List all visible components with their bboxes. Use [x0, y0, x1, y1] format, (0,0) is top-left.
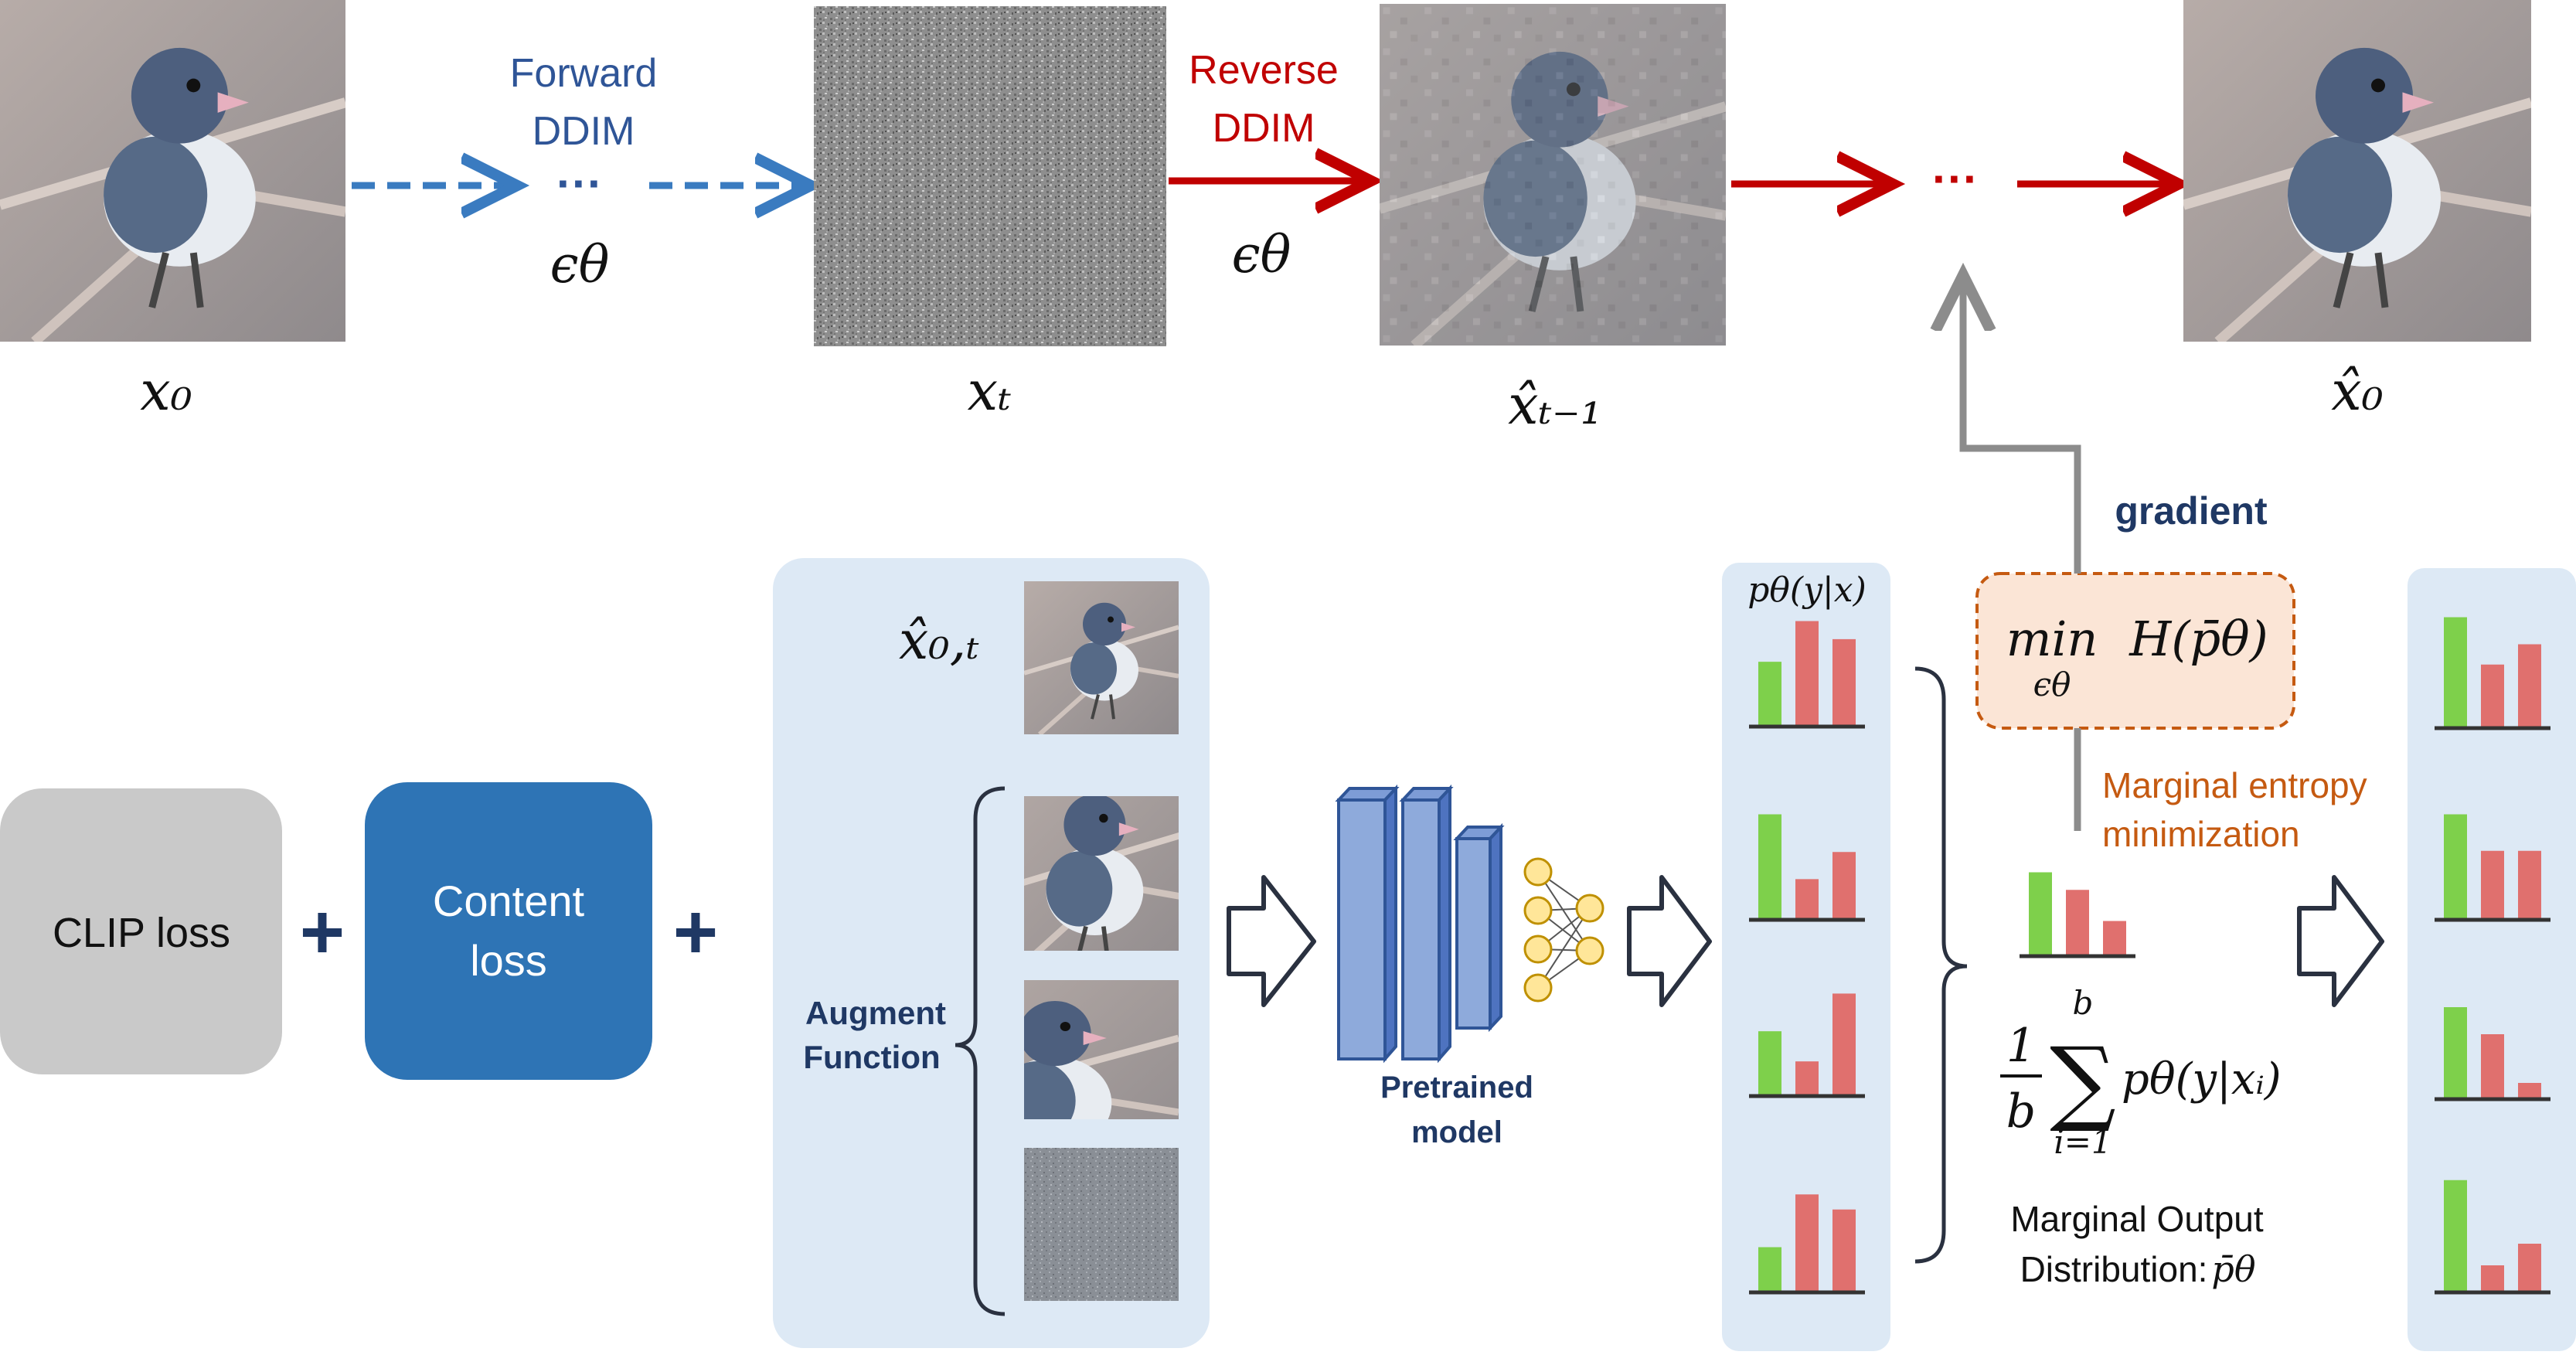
adapted-4-bar-1	[2444, 1180, 2467, 1292]
pretrained-model-icon	[1335, 784, 1604, 1064]
adapted-3-bar-3	[2518, 1083, 2541, 1099]
clip-loss-box	[0, 788, 282, 1074]
adapted-2-bar-3	[2518, 850, 2541, 920]
output-4-bar-3	[1832, 1209, 1856, 1292]
content-loss-line2: loss	[470, 936, 547, 985]
adapted-panel	[2408, 568, 2576, 1351]
block-arrow-1	[1227, 875, 1316, 1007]
augment-image-original	[1024, 581, 1179, 734]
formula-sum-top: b	[2073, 984, 2094, 1022]
adapted-2-bar-2	[2481, 850, 2504, 920]
adapted-4-bar-3	[2518, 1244, 2541, 1292]
output-3-bar-3	[1832, 993, 1856, 1096]
marginal-bar-1	[2029, 872, 2052, 956]
forward-dots: ···	[556, 158, 603, 209]
output-1-bar-3	[1832, 638, 1856, 727]
model-label-line2: model	[1411, 1115, 1502, 1149]
entropy-label-line2: minimization	[2102, 814, 2300, 854]
adapted-1-bar-2	[2481, 664, 2504, 728]
plus-1: +	[300, 889, 345, 975]
content-loss-box	[365, 782, 652, 1080]
output-2-bar-1	[1758, 814, 1781, 920]
image-xt-minus-1	[1380, 4, 1726, 346]
image-xt-noise	[814, 6, 1166, 346]
adapted-3-bar-1	[2444, 1007, 2467, 1099]
objective-box	[1975, 572, 2295, 730]
block-arrow-3	[2297, 875, 2384, 1007]
formula-num: 1	[2006, 1019, 2036, 1073]
formula-sum-bottom: i=1	[2054, 1123, 2112, 1161]
label-x0t: x̂₀,ₜ	[899, 611, 979, 672]
reverse-dots: ···	[1932, 153, 1979, 205]
forward-label-line1: Forward	[510, 51, 658, 96]
adapted-1-bar-3	[2518, 644, 2541, 728]
objective-min-sub: ϵθ	[2033, 666, 2071, 703]
marginal-output-line1: Marginal Output	[2010, 1199, 2263, 1239]
label-xt: xₜ	[968, 359, 1012, 423]
objective-expr: H(p̄θ)	[2129, 611, 2268, 667]
forward-label-line2: DDIM	[533, 109, 635, 154]
outputs-panel	[1722, 563, 1890, 1351]
formula-body: pθ(y|xᵢ)	[2122, 1054, 2282, 1105]
objective-min: min	[2006, 611, 2098, 667]
reverse-eps: ϵθ	[1232, 225, 1291, 284]
output-bar-charts	[1749, 621, 1865, 1295]
model-label-line1: Pretrained	[1380, 1071, 1533, 1105]
adapted-1-bar-1	[2444, 617, 2467, 728]
augment-label-line2: Function	[803, 1039, 940, 1075]
output-4-bar-1	[1758, 1247, 1781, 1292]
outputs-brace	[1914, 666, 1968, 1264]
content-loss-line1: Content	[433, 877, 585, 925]
formula-den: b	[2006, 1084, 2036, 1139]
forward-eps: ϵθ	[550, 235, 610, 294]
image-x0-hat	[2183, 0, 2531, 342]
output-1-bar-1	[1758, 662, 1781, 727]
marginal-formula: 1 b b ∑ i=1 pθ(y|xᵢ)	[2000, 984, 2282, 1161]
image-x0	[0, 0, 345, 342]
entropy-label-line1: Marginal entropy	[2102, 765, 2367, 805]
marginal-bar-3	[2103, 921, 2126, 956]
prob-header: pθ(y|x)	[1747, 570, 1866, 610]
output-4-bar-2	[1795, 1194, 1819, 1292]
augment-label-line1: Augment	[805, 995, 946, 1031]
output-2-bar-3	[1832, 852, 1856, 920]
clip-loss-label: CLIP loss	[53, 910, 230, 956]
reverse-label-line1: Reverse	[1189, 48, 1339, 93]
marginal-output-symbol: p̄θ	[2211, 1248, 2255, 1290]
plus-2: +	[673, 889, 718, 975]
augment-image-noisy	[1024, 1148, 1179, 1301]
marginal-bar-2	[2066, 890, 2089, 956]
label-x0-hat: x̂₀	[2331, 359, 2384, 423]
label-xt-minus-1: x̂ₜ₋₁	[1508, 373, 1602, 437]
output-3-bar-1	[1758, 1031, 1781, 1096]
gradient-arrow	[1963, 282, 2081, 574]
augment-brace	[955, 786, 1006, 1316]
output-1-bar-2	[1795, 621, 1819, 727]
marginal-output-line2: Distribution:	[2020, 1249, 2208, 1289]
adapted-4-bar-2	[2481, 1265, 2504, 1292]
gradient-label: gradient	[2115, 489, 2268, 533]
adapted-2-bar-1	[2444, 814, 2467, 920]
output-2-bar-2	[1795, 879, 1819, 920]
formula-sum: ∑	[2050, 1028, 2116, 1135]
label-x0: x₀	[140, 359, 192, 423]
reverse-label-line2: DDIM	[1213, 106, 1315, 151]
output-3-bar-2	[1795, 1061, 1819, 1096]
marginal-bar-chart	[2020, 872, 2135, 958]
block-arrow-2	[1627, 875, 1712, 1007]
adapted-bar-charts	[2435, 617, 2550, 1295]
adapted-3-bar-2	[2481, 1034, 2504, 1099]
